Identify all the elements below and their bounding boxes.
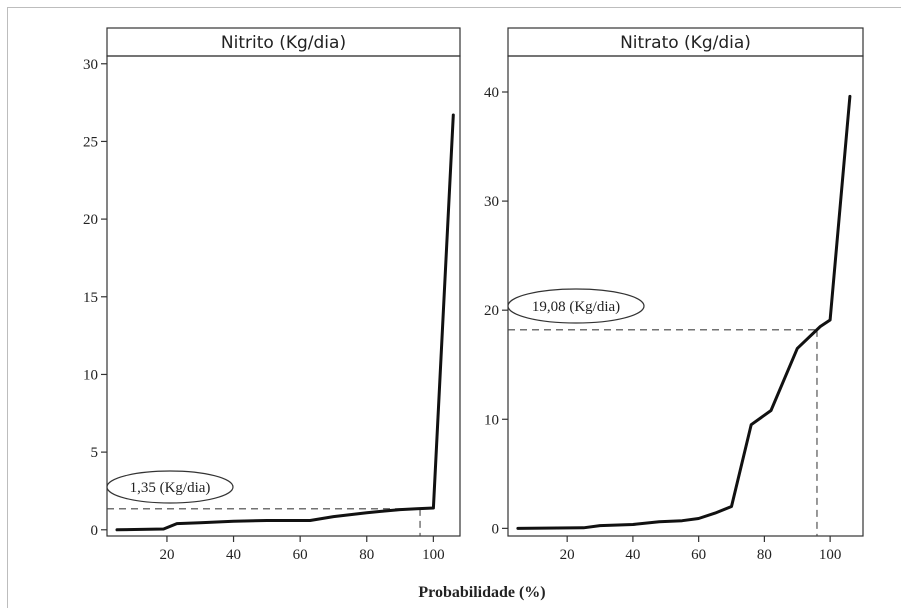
nitrito-panel-title: Nitrito (Kg/dia) bbox=[221, 33, 346, 53]
nitrito-y-tick-label-20: 20 bbox=[83, 212, 98, 228]
nitrito-y-tick-label-25: 25 bbox=[83, 134, 98, 150]
nitrito-x-tick-label-100: 100 bbox=[422, 547, 445, 563]
nitrato-panel-title: Nitrato (Kg/dia) bbox=[620, 33, 751, 53]
nitrito-x-tick-label-80: 80 bbox=[359, 547, 374, 563]
nitrito-y-tick-label-10: 10 bbox=[83, 367, 98, 383]
nitrato-y-tick-label-10: 10 bbox=[484, 412, 499, 428]
nitrato-series-line bbox=[516, 94, 852, 530]
nitrito-y-tick-label-15: 15 bbox=[83, 290, 98, 306]
nitrato-plot-frame bbox=[507, 55, 864, 537]
nitrito-annotation-ellipse bbox=[106, 470, 234, 504]
nitrito-y-tick-label-0: 0 bbox=[91, 523, 99, 539]
nitrato-y-tick-label-20: 20 bbox=[484, 303, 499, 319]
nitrato-annotation-label: 19,08 (Kg/dia) bbox=[532, 299, 620, 315]
nitrato-annotation-ellipse bbox=[507, 288, 645, 324]
nitrato-panel: Nitrato (Kg/dia) 0 10 20 30 40 20 40 60 80 100 19,… bbox=[484, 27, 864, 563]
nitrito-x-tick-label-20: 20 bbox=[159, 547, 174, 563]
nitrito-x-tick-label-60: 60 bbox=[293, 547, 308, 563]
nitrito-y-tick-label-5: 5 bbox=[91, 445, 99, 461]
nitrato-x-tick-label-60: 60 bbox=[691, 547, 706, 563]
nitrato-x-tick-label-20: 20 bbox=[560, 547, 575, 563]
nitrato-y-tick-label-40: 40 bbox=[484, 85, 499, 101]
x-axis-label: Probabilidade (%) bbox=[418, 584, 545, 601]
nitrito-title-strip bbox=[106, 27, 461, 57]
nitrito-series-line bbox=[115, 113, 455, 532]
nitrito-annotation-label: 1,35 (Kg/dia) bbox=[130, 480, 211, 496]
nitrato-y-tick-label-0: 0 bbox=[492, 521, 500, 537]
nitrato-x-tick-label-80: 80 bbox=[757, 547, 772, 563]
nitrito-plot-frame bbox=[106, 55, 461, 537]
nitrato-x-tick-label-100: 100 bbox=[819, 547, 842, 563]
nitrito-panel: Nitrito (Kg/dia) 0 5 10 15 20 25 30 20 40 60 80 100… bbox=[83, 27, 461, 563]
nitrito-x-tick-label-40: 40 bbox=[226, 547, 241, 563]
nitrito-y-tick-label-30: 30 bbox=[83, 57, 98, 73]
figure-frame bbox=[7, 7, 901, 608]
nitrato-y-tick-label-30: 30 bbox=[484, 194, 499, 210]
nitrato-x-tick-label-40: 40 bbox=[625, 547, 640, 563]
